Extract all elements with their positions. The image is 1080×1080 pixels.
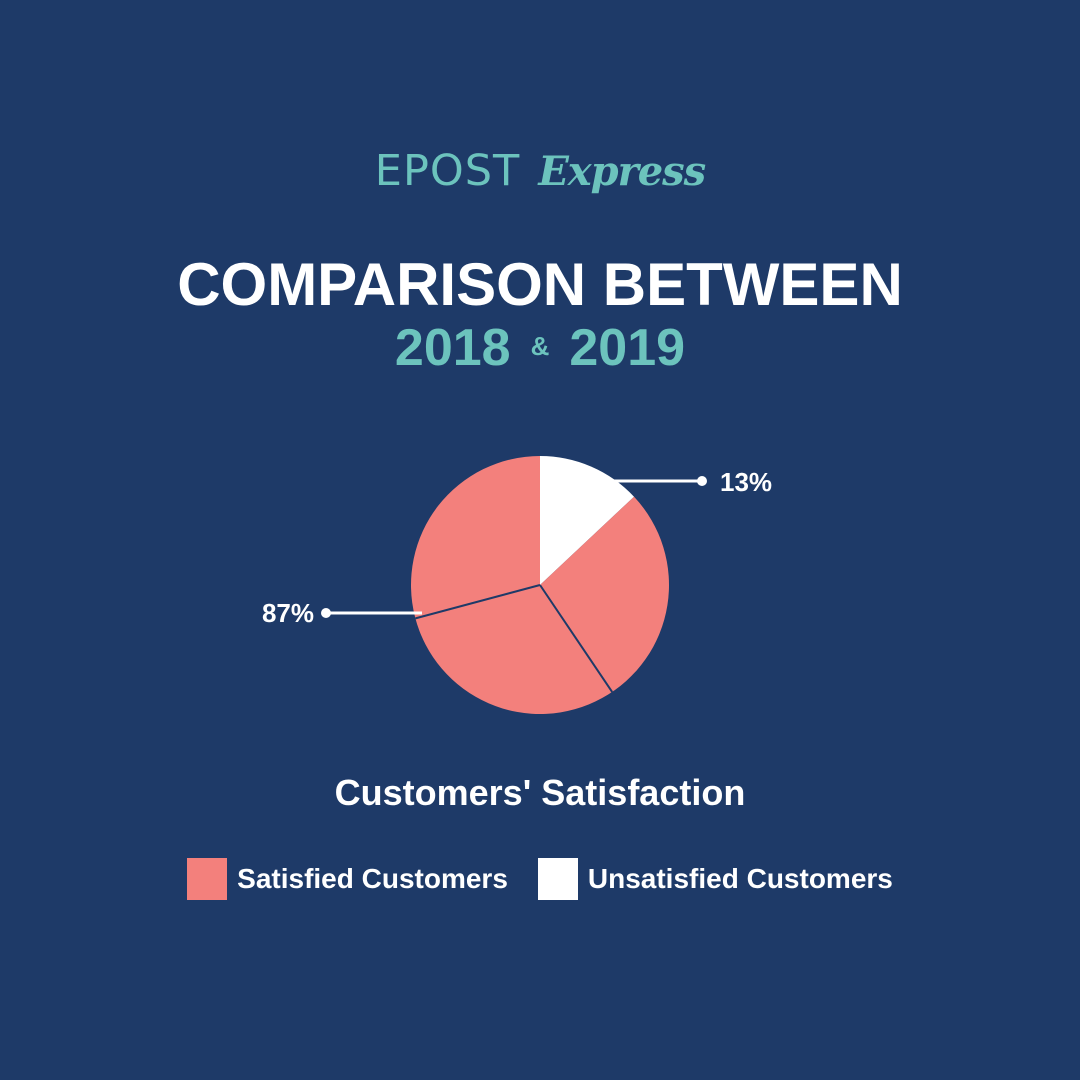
legend-item-unsatisfied: Unsatisfied Customers	[537, 858, 893, 900]
satisfied-value-label: 87%	[262, 598, 314, 628]
legend-item-satisfied: Satisfied Customers	[187, 858, 508, 900]
chart-legend: Satisfied Customers Unsatisfied Customer…	[0, 858, 1080, 900]
unsatisfied-value-label: 13%	[720, 467, 772, 497]
legend-label-satisfied: Satisfied Customers	[237, 863, 508, 894]
brand-logo: EPOST Express	[0, 146, 1080, 196]
pie-slice-unsatisfied-customers	[540, 456, 635, 585]
unsatisfied-callout: 13%	[608, 467, 772, 497]
legend-label-unsatisfied: Unsatisfied Customers	[587, 863, 893, 894]
chart-title: Customers' Satisfaction	[334, 772, 746, 813]
page-title: COMPARISON BETWEEN	[177, 251, 903, 318]
satisfied-leader-dot	[321, 608, 331, 618]
logo-script: Express	[538, 147, 706, 195]
legend-swatch-unsatisfied	[537, 858, 578, 900]
page-subtitle: 2018 & 2019	[0, 318, 1080, 378]
logo-wordmark: EPOST	[374, 146, 521, 196]
unsatisfied-leader-dot	[697, 476, 707, 486]
ampersand: &	[530, 331, 550, 361]
pie-divider-line	[539, 584, 613, 693]
pie-slices	[410, 456, 669, 714]
year-2019: 2019	[569, 319, 686, 377]
satisfied-callout: 87%	[262, 598, 422, 628]
year-2018: 2018	[394, 319, 511, 377]
pie-divider-line	[415, 584, 541, 620]
legend-swatch-satisfied	[187, 858, 228, 900]
